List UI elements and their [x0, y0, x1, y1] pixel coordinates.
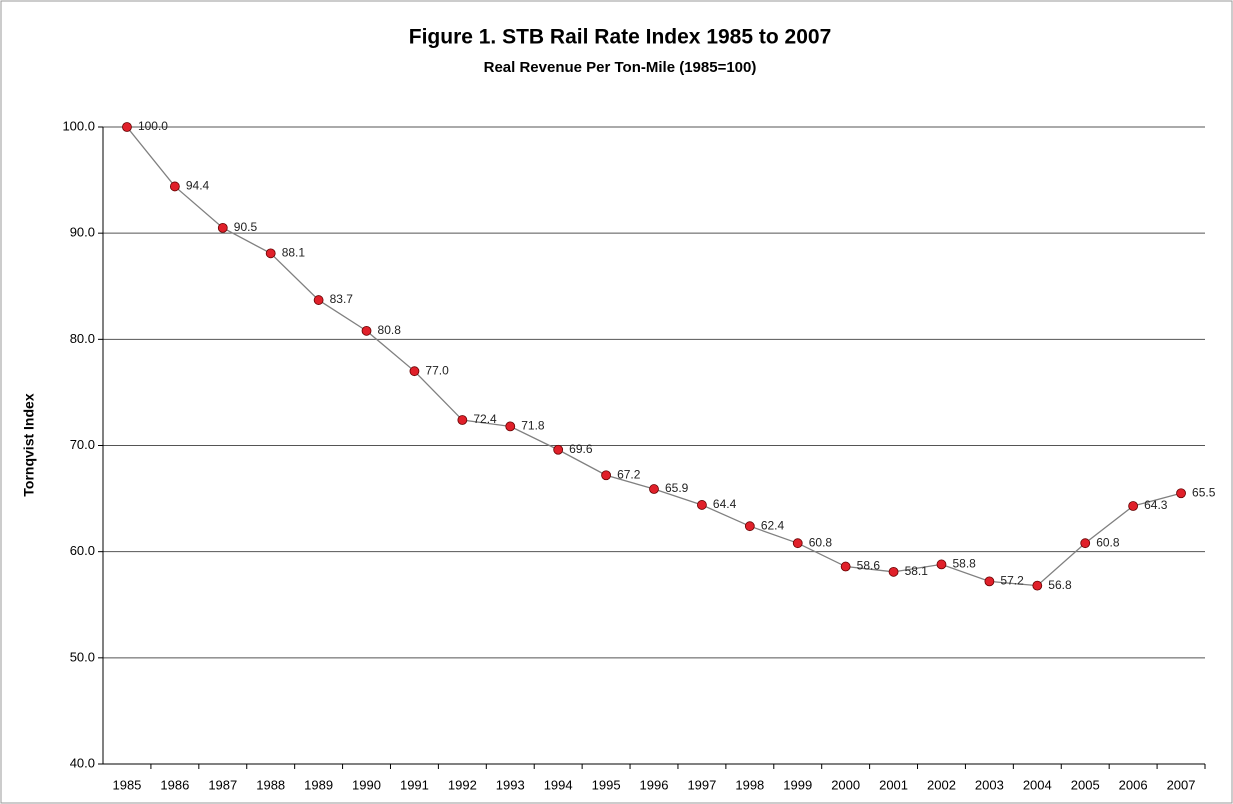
data-point	[1032, 580, 1043, 591]
y-tick-label: 40.0	[70, 755, 95, 770]
x-tick-label: 1987	[208, 777, 237, 792]
data-point	[744, 521, 755, 532]
data-label: 60.8	[1096, 535, 1120, 549]
data-label: 64.4	[713, 497, 737, 511]
data-point	[888, 566, 899, 577]
x-tick-label: 2002	[927, 777, 956, 792]
data-label: 58.8	[952, 557, 976, 571]
x-tick-label: 2005	[1071, 777, 1100, 792]
y-tick-label: 100.0	[62, 118, 95, 133]
data-label: 65.9	[665, 481, 689, 495]
x-tick-label: 2007	[1167, 777, 1196, 792]
data-label: 58.6	[857, 559, 881, 573]
x-tick-label: 1996	[640, 777, 669, 792]
data-label: 88.1	[282, 246, 306, 260]
y-tick-label: 90.0	[70, 225, 95, 240]
data-point	[505, 421, 516, 432]
y-tick-label: 50.0	[70, 649, 95, 664]
data-point	[217, 222, 228, 233]
data-label: 69.6	[569, 442, 593, 456]
data-point	[840, 561, 851, 572]
x-tick-label: 2001	[879, 777, 908, 792]
data-point	[936, 559, 947, 570]
data-label: 80.8	[378, 323, 402, 337]
x-tick-label: 1997	[687, 777, 716, 792]
data-label: 56.8	[1048, 578, 1072, 592]
data-point	[1080, 538, 1091, 549]
x-tick-label: 1986	[160, 777, 189, 792]
y-axis-label: Tornqvist Index	[21, 393, 37, 496]
data-label: 67.2	[617, 467, 641, 481]
data-point	[553, 444, 564, 455]
x-tick-label: 1999	[783, 777, 812, 792]
chart-title: Figure 1. STB Rail Rate Index 1985 to 20…	[409, 26, 832, 49]
x-tick-label: 1991	[400, 777, 429, 792]
x-tick-label: 1989	[304, 777, 333, 792]
x-tick-label: 1990	[352, 777, 381, 792]
x-tick-label: 2003	[975, 777, 1004, 792]
data-label: 62.4	[761, 518, 785, 532]
data-point	[265, 248, 276, 259]
data-label: 77.0	[425, 363, 449, 377]
x-tick-label: 1988	[256, 777, 285, 792]
data-point	[409, 366, 420, 377]
data-point	[601, 470, 611, 481]
x-tick-label: 1995	[592, 777, 621, 792]
x-tick-label: 2004	[1023, 777, 1052, 792]
x-tick-label: 1994	[544, 777, 573, 792]
y-tick-label: 70.0	[70, 437, 95, 452]
data-label: 71.8	[521, 419, 545, 433]
data-label: 57.2	[1000, 574, 1024, 588]
data-point	[1128, 501, 1139, 511]
data-label: 90.5	[234, 220, 258, 234]
data-label: 58.1	[905, 564, 929, 578]
data-label: 65.5	[1192, 485, 1216, 499]
x-tick-label: 2000	[831, 777, 860, 792]
data-point	[1176, 488, 1186, 499]
data-point	[122, 122, 132, 132]
data-label: 64.3	[1144, 498, 1168, 512]
x-tick-label: 1993	[496, 777, 525, 792]
x-tick-label: 1985	[112, 777, 141, 792]
data-point	[313, 295, 324, 305]
data-point	[649, 484, 659, 494]
data-point	[792, 538, 803, 549]
data-label: 72.4	[473, 412, 497, 426]
data-point	[697, 500, 707, 510]
chart-subtitle: Real Revenue Per Ton-Mile (1985=100)	[484, 59, 757, 76]
data-label: 100.0	[138, 119, 168, 133]
y-tick-label: 60.0	[70, 543, 95, 558]
y-tick-label: 80.0	[70, 331, 95, 346]
data-label: 60.8	[809, 535, 833, 549]
x-tick-label: 1998	[735, 777, 764, 792]
data-label: 83.7	[330, 292, 354, 306]
data-point	[984, 576, 995, 587]
x-tick-label: 2006	[1119, 777, 1148, 792]
data-point	[169, 181, 180, 192]
data-label: 94.4	[186, 179, 210, 193]
data-point	[361, 325, 372, 336]
data-point	[457, 415, 468, 425]
x-tick-label: 1992	[448, 777, 477, 792]
